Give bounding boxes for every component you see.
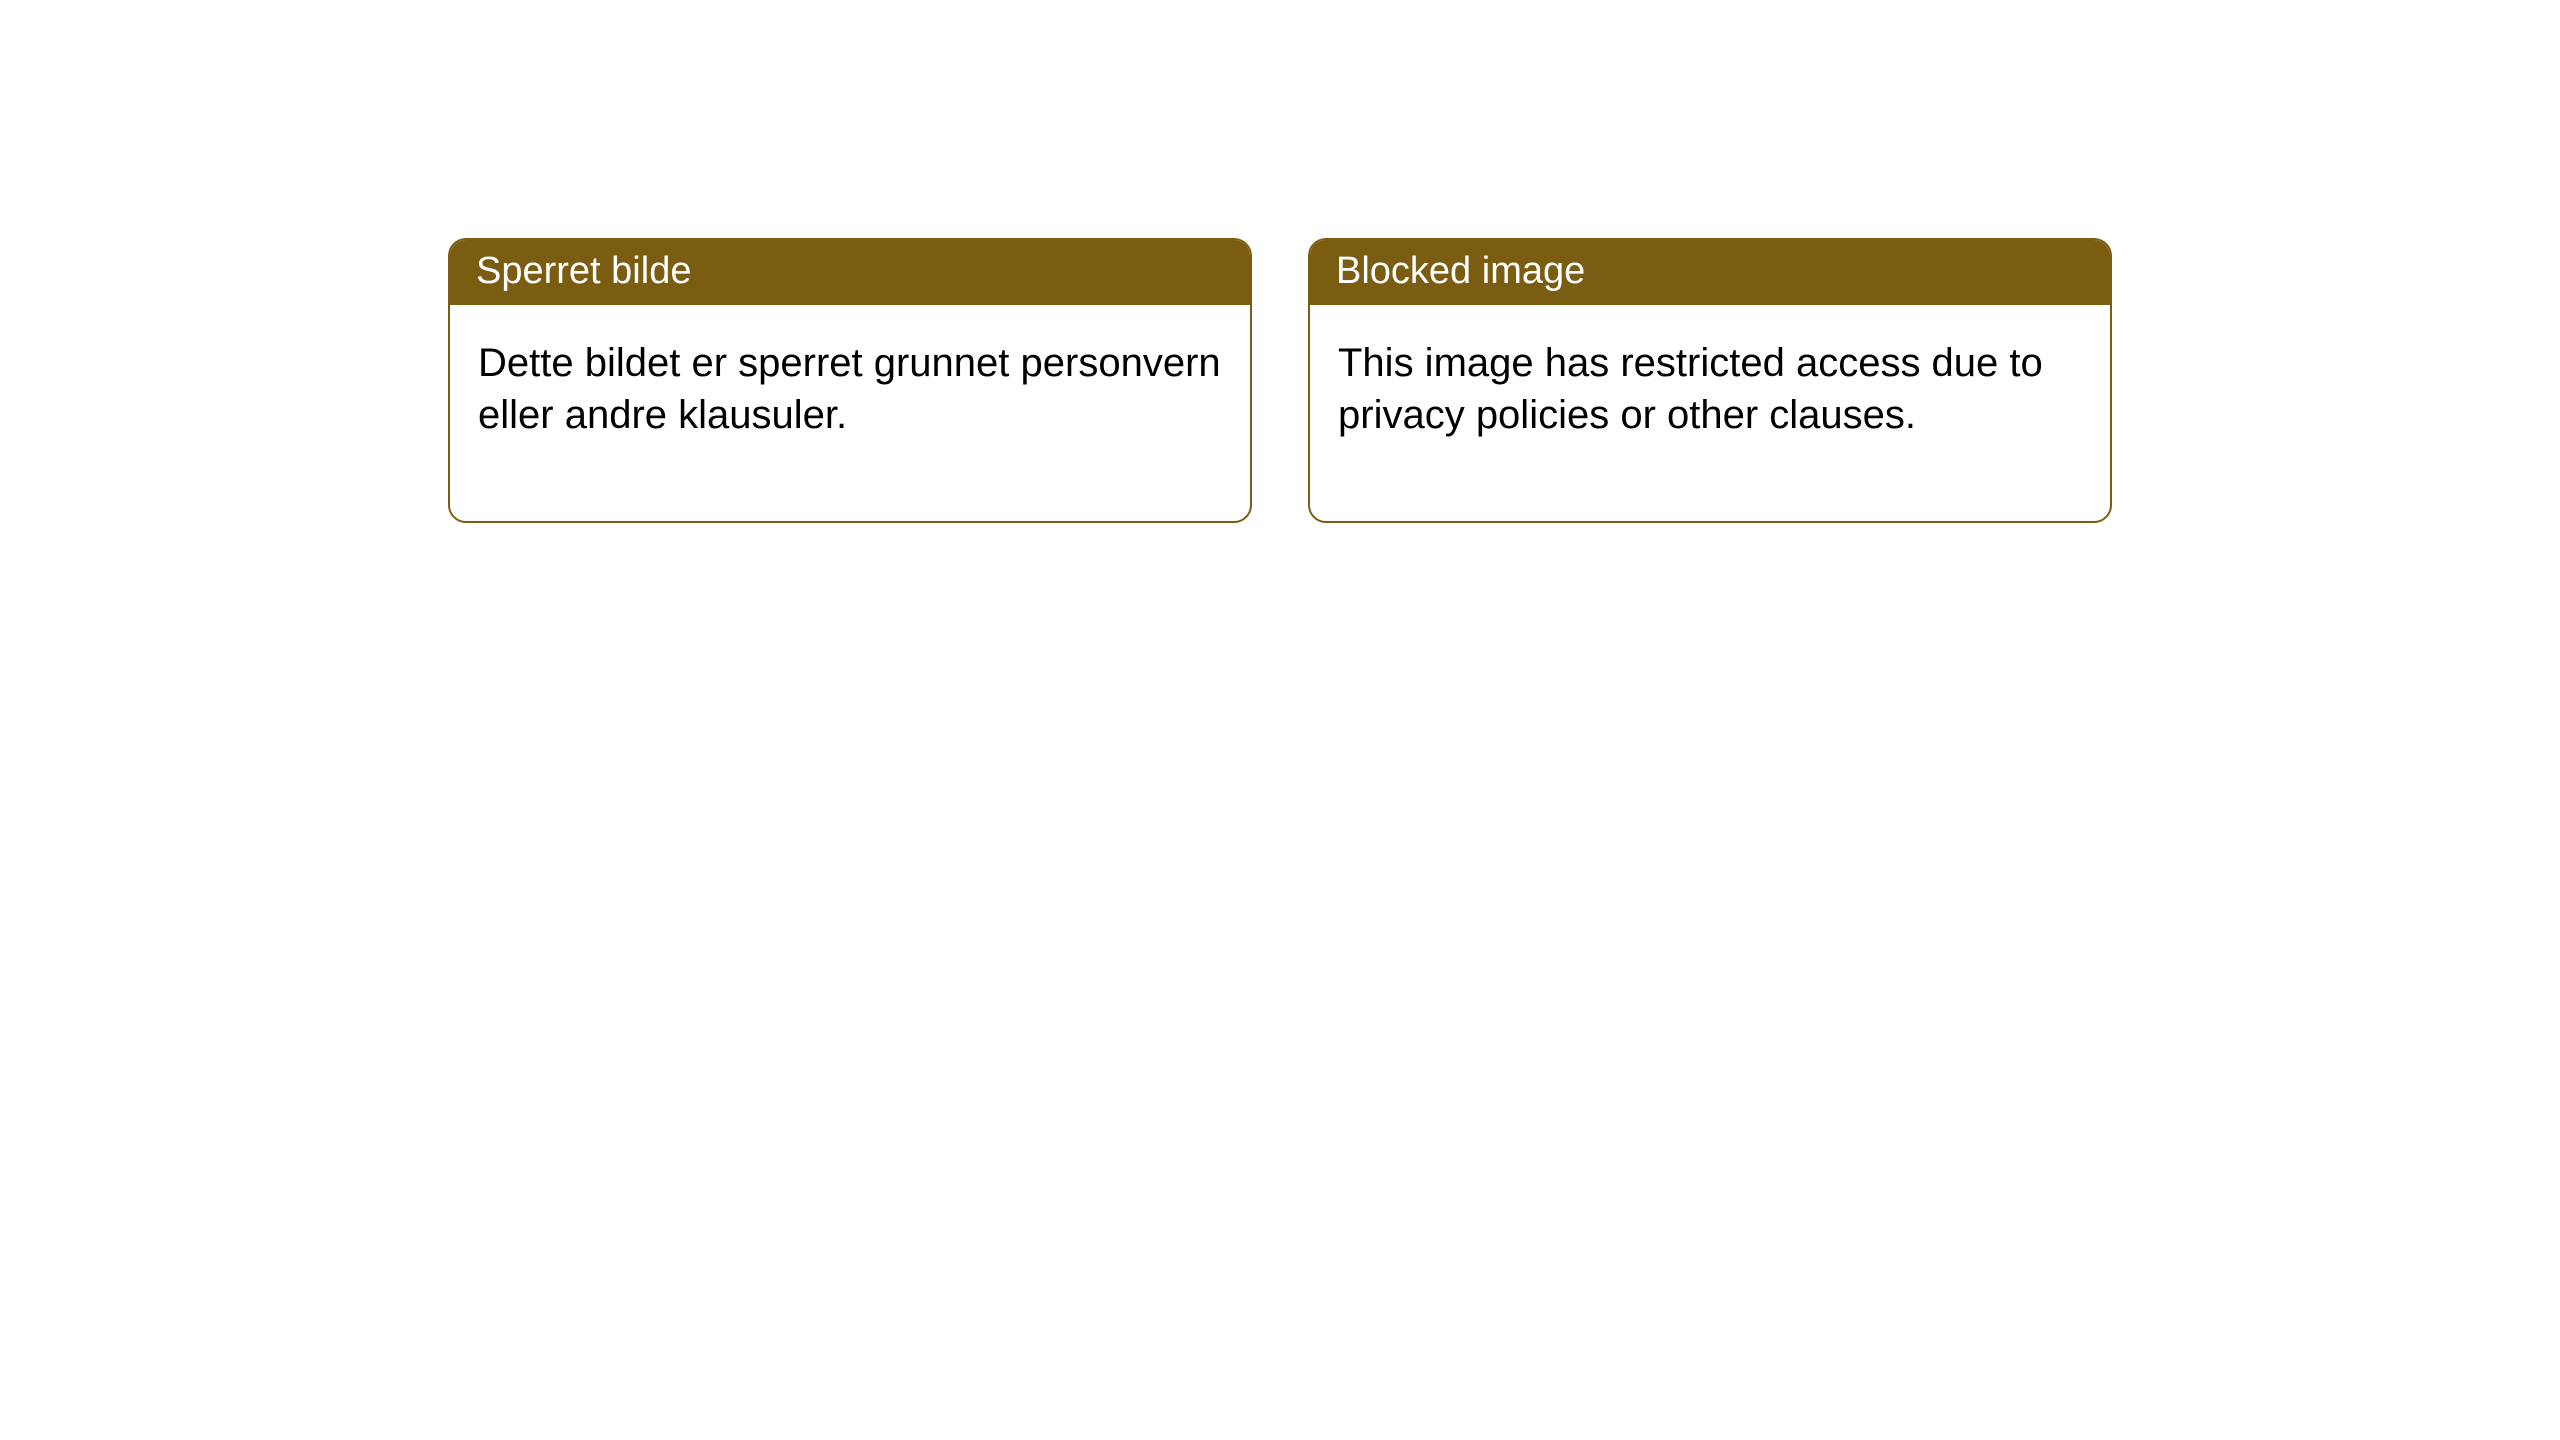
notice-body: This image has restricted access due to … [1310, 305, 2110, 521]
notice-body: Dette bildet er sperret grunnet personve… [450, 305, 1250, 521]
notice-card-english: Blocked image This image has restricted … [1308, 238, 2112, 523]
notice-container: Sperret bilde Dette bildet er sperret gr… [448, 238, 2112, 523]
notice-title: Blocked image [1310, 240, 2110, 305]
notice-card-norwegian: Sperret bilde Dette bildet er sperret gr… [448, 238, 1252, 523]
notice-title: Sperret bilde [450, 240, 1250, 305]
